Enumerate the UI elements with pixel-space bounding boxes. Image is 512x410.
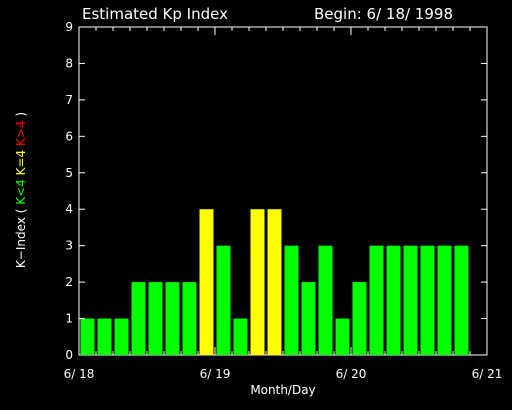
y-label-prefix: K−Index ( xyxy=(14,205,28,268)
bar xyxy=(352,282,367,355)
y-tick-label: 8 xyxy=(65,56,73,70)
y-tick-label: 2 xyxy=(65,275,73,289)
begin-date: Begin: 6/ 18/ 1998 xyxy=(314,5,453,23)
bar xyxy=(369,245,384,355)
x-tick-label: 6/ 19 xyxy=(200,367,231,381)
y-label-segment: K>4 xyxy=(14,120,28,146)
bar xyxy=(335,318,350,355)
y-label-sep: ) xyxy=(14,112,28,121)
x-tick-label: 6/ 18 xyxy=(64,367,95,381)
y-label-segment: K<4 xyxy=(14,179,28,205)
x-tick-label: 6/ 20 xyxy=(336,367,367,381)
x-axis-label: Month/Day xyxy=(250,383,315,397)
bar xyxy=(182,282,197,355)
bar xyxy=(97,318,112,355)
bar xyxy=(250,209,265,355)
bar xyxy=(284,245,299,355)
y-label-segment: K=4 xyxy=(14,150,28,176)
bar xyxy=(301,282,316,355)
bar xyxy=(267,209,282,355)
y-tick-label: 7 xyxy=(65,93,73,107)
x-tick-label: 6/ 21 xyxy=(472,367,503,381)
y-tick-label: 5 xyxy=(65,166,73,180)
bar xyxy=(165,282,180,355)
bar xyxy=(437,245,452,355)
bar xyxy=(233,318,248,355)
bar xyxy=(216,245,231,355)
y-tick-label: 9 xyxy=(65,20,73,34)
bar xyxy=(386,245,401,355)
bar xyxy=(318,245,333,355)
y-tick-label: 0 xyxy=(65,348,73,362)
bar xyxy=(148,282,163,355)
y-axis-label: K−Index ( K<4 K=4 K>4 ) xyxy=(14,112,28,268)
bar xyxy=(114,318,129,355)
chart-title: Estimated Kp Index xyxy=(82,5,228,23)
y-axis: 0 1 2 3 4 5 6 7 8 9 xyxy=(65,20,487,362)
bar xyxy=(80,318,95,355)
bar xyxy=(454,245,469,355)
bar xyxy=(420,245,435,355)
y-tick-label: 4 xyxy=(65,202,73,216)
bar xyxy=(131,282,146,355)
x-axis: 6/ 18 6/ 19 6/ 20 6/ 21 xyxy=(64,27,503,381)
bar xyxy=(199,209,214,355)
bar xyxy=(403,245,418,355)
y-tick-label: 1 xyxy=(65,312,73,326)
bars-group xyxy=(80,209,469,355)
y-tick-label: 3 xyxy=(65,239,73,253)
y-tick-label: 6 xyxy=(65,129,73,143)
